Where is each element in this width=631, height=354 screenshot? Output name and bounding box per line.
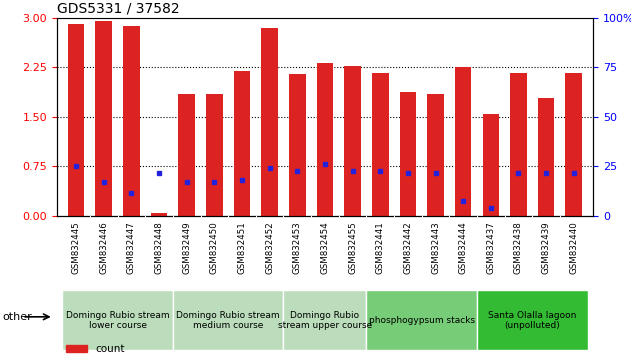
Bar	[372, 73, 389, 216]
Bar	[477, 290, 587, 350]
Bar	[62, 290, 173, 350]
Bar	[179, 94, 195, 216]
Bar	[455, 67, 471, 216]
Text: GSM832443: GSM832443	[431, 221, 440, 274]
Bar	[261, 28, 278, 216]
Text: GSM832442: GSM832442	[403, 221, 413, 274]
Text: Domingo Rubio stream
lower course: Domingo Rubio stream lower course	[66, 311, 170, 330]
Text: GSM832450: GSM832450	[210, 221, 219, 274]
Text: other: other	[2, 312, 32, 322]
Text: GSM832452: GSM832452	[265, 221, 274, 274]
Text: Santa Olalla lagoon
(unpolluted): Santa Olalla lagoon (unpolluted)	[488, 311, 577, 330]
Bar	[151, 213, 167, 216]
Text: GSM832454: GSM832454	[321, 221, 329, 274]
Bar	[538, 98, 555, 216]
Text: phosphogypsum stacks: phosphogypsum stacks	[369, 316, 475, 325]
Bar	[289, 74, 305, 216]
Bar	[233, 70, 251, 216]
Text: GSM832448: GSM832448	[155, 221, 163, 274]
Bar	[317, 63, 333, 216]
Bar	[427, 94, 444, 216]
Bar	[283, 290, 367, 350]
Bar	[68, 24, 85, 216]
Bar	[483, 114, 499, 216]
Text: GSM832455: GSM832455	[348, 221, 357, 274]
Text: GSM832453: GSM832453	[293, 221, 302, 274]
Bar	[95, 21, 112, 216]
Text: Domingo Rubio stream
medium course: Domingo Rubio stream medium course	[177, 311, 280, 330]
Text: GSM832451: GSM832451	[237, 221, 247, 274]
Text: GSM832438: GSM832438	[514, 221, 523, 274]
Text: GSM832437: GSM832437	[487, 221, 495, 274]
Text: GSM832445: GSM832445	[72, 221, 81, 274]
Text: GSM832449: GSM832449	[182, 221, 191, 274]
Text: GSM832441: GSM832441	[375, 221, 385, 274]
Text: GSM832444: GSM832444	[459, 221, 468, 274]
Text: GDS5331 / 37582: GDS5331 / 37582	[57, 1, 179, 15]
Bar	[345, 66, 361, 216]
Text: GSM832439: GSM832439	[541, 221, 551, 274]
Bar	[173, 290, 283, 350]
Bar	[206, 94, 223, 216]
Bar	[510, 73, 527, 216]
Bar	[367, 290, 477, 350]
Bar	[399, 92, 416, 216]
Text: GSM832440: GSM832440	[569, 221, 578, 274]
Text: GSM832446: GSM832446	[99, 221, 109, 274]
Text: Domingo Rubio
stream upper course: Domingo Rubio stream upper course	[278, 311, 372, 330]
Bar	[565, 73, 582, 216]
Bar	[123, 26, 139, 216]
Text: GSM832447: GSM832447	[127, 221, 136, 274]
Legend: count, percentile rank within the sample: count, percentile rank within the sample	[62, 340, 275, 354]
